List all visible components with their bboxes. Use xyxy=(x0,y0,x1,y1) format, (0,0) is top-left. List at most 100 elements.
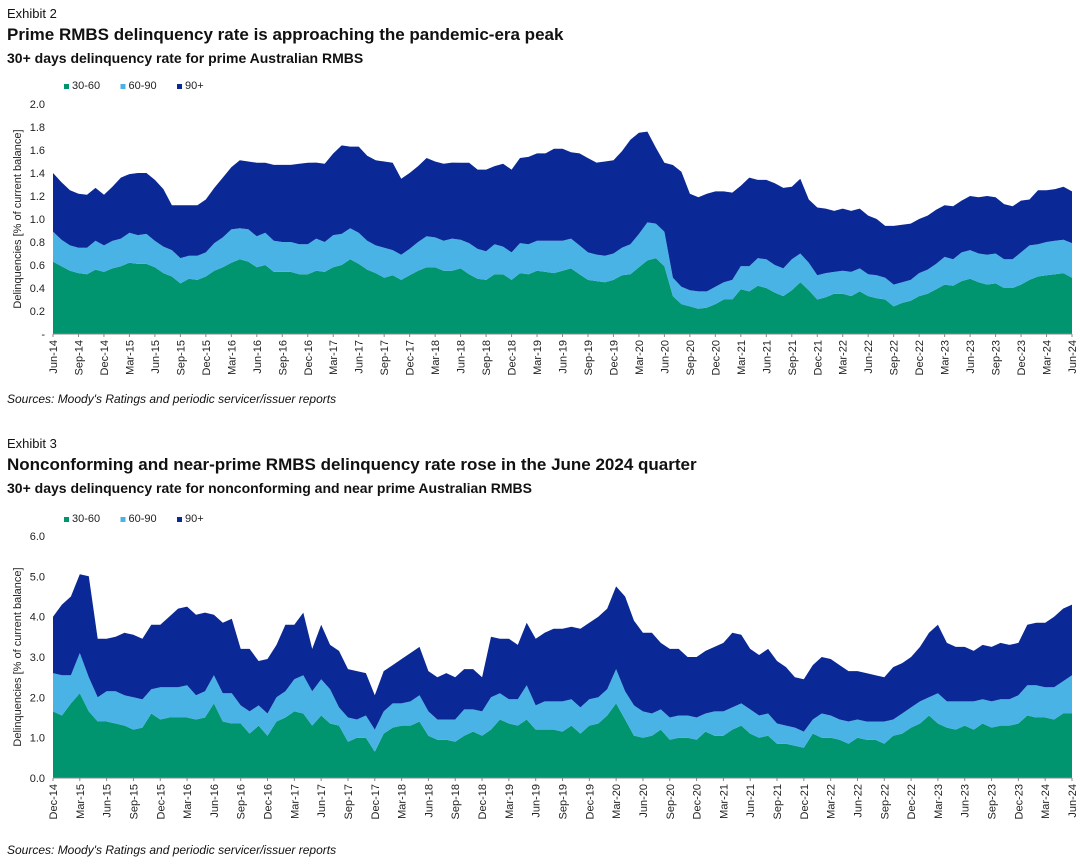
area-series-60-90 xyxy=(53,653,1072,752)
x-tick-label: Sep-16 xyxy=(277,340,289,375)
area-series-30-60 xyxy=(53,258,1072,334)
x-tick-label: Mar-17 xyxy=(289,784,301,819)
x-tick-label: Jun-18 xyxy=(456,340,468,374)
x-tick-label: Mar-20 xyxy=(611,784,623,819)
x-tick-label: Dec-19 xyxy=(584,784,596,819)
x-tick-label: Mar-22 xyxy=(826,784,838,819)
x-tick-label: Mar-24 xyxy=(1040,784,1052,819)
x-tick-label: Jun-17 xyxy=(316,784,328,818)
x-tick-label: Sep-23 xyxy=(987,784,999,819)
x-tick-label: Jun-18 xyxy=(423,784,435,818)
x-tick-label: Jun-22 xyxy=(852,784,864,818)
x-tick-label: Dec-16 xyxy=(263,784,275,819)
x-tick-label: Mar-17 xyxy=(328,340,340,375)
y-tick-label: 0.0 xyxy=(30,773,45,785)
y-tick-label: 0.2 xyxy=(30,306,45,318)
x-tick-label: Jun-21 xyxy=(745,784,757,818)
x-tick-label: Jun-16 xyxy=(209,784,221,818)
y-tick-label: 4.0 xyxy=(30,612,45,624)
x-tick-label: Dec-15 xyxy=(155,784,167,819)
x-tick-label: Dec-20 xyxy=(710,340,722,375)
x-tick-label: Jun-22 xyxy=(863,340,875,374)
x-tick-label: Jun-20 xyxy=(638,784,650,818)
y-tick-label: 6.0 xyxy=(30,531,45,543)
chart-title: Prime RMBS delinquency rate is approachi… xyxy=(7,25,564,44)
x-tick-label: Sep-15 xyxy=(175,340,187,375)
area-series-90+ xyxy=(53,574,1072,732)
legend-label: 90+ xyxy=(185,80,204,92)
y-tick-label: 2.0 xyxy=(30,99,45,111)
x-tick-label: Sep-19 xyxy=(558,784,570,819)
x-tick-label: Jun-23 xyxy=(965,340,977,374)
nonconforming-rmbs-chart: 0.0 1.0 2.0 3.0 4.0 5.0 6.0 Dec-14 Mar-15 Jun-15 S… xyxy=(12,513,1079,819)
x-tick-label: Mar-20 xyxy=(634,340,646,375)
y-tick-label: 1.0 xyxy=(30,214,45,226)
x-tick-label: Sep-20 xyxy=(665,784,677,819)
x-tick-label: Dec-20 xyxy=(692,784,704,819)
x-tick-label: Sep-17 xyxy=(343,784,355,819)
x-tick-label: Sep-15 xyxy=(128,784,140,819)
exhibit-2: Exhibit 2 Prime RMBS delinquency rate is… xyxy=(0,0,1089,420)
x-tick-label: Jun-20 xyxy=(659,340,671,374)
x-tick-label: Mar-18 xyxy=(430,340,442,375)
x-tick-label: Dec-14 xyxy=(48,784,60,819)
x-tick-label: Mar-22 xyxy=(838,340,850,375)
x-tick-label: Mar-21 xyxy=(718,784,730,819)
x-tick-label: Sep-22 xyxy=(879,784,891,819)
chart-subtitle: 30+ days delinquency rate for nonconform… xyxy=(7,480,532,496)
y-axis-label: Delinquencies [% of current balance] xyxy=(12,567,24,746)
y-tick-label: 1.0 xyxy=(30,733,45,745)
x-tick-label: Jun-19 xyxy=(558,340,570,374)
x-tick-label: Mar-19 xyxy=(532,340,544,375)
exhibit-label: Exhibit 3 xyxy=(7,436,57,451)
x-tick-label: Dec-19 xyxy=(608,340,620,375)
legend-label: 60-90 xyxy=(129,513,157,525)
x-tick-label: Jun-23 xyxy=(960,784,972,818)
x-tick-label: Mar-24 xyxy=(1042,340,1054,375)
legend-label: 60-90 xyxy=(129,80,157,92)
x-tick-label: Jun-21 xyxy=(761,340,773,374)
x-tick-label: Jun-19 xyxy=(531,784,543,818)
x-tick-label: Dec-17 xyxy=(405,340,417,375)
x-tick-label: Jun-14 xyxy=(48,340,60,374)
y-tick-label: 0.4 xyxy=(30,283,45,295)
x-tick-label: Dec-23 xyxy=(1016,340,1028,375)
x-tick-label: Mar-15 xyxy=(75,784,87,819)
x-tick-label: Jun-16 xyxy=(252,340,264,374)
chart-source: Sources: Moody's Ratings and periodic se… xyxy=(7,843,337,857)
legend-swatch-90+ xyxy=(177,517,182,522)
y-tick-label: 0.8 xyxy=(30,237,45,249)
legend-swatch-30-60 xyxy=(64,84,69,89)
x-tick-label: Jun-17 xyxy=(354,340,366,374)
legend-swatch-30-60 xyxy=(64,517,69,522)
y-tick-label: 1.4 xyxy=(30,168,45,180)
area-series-30-60 xyxy=(53,693,1072,778)
x-tick-label: Mar-21 xyxy=(736,340,748,375)
x-tick-label: Dec-21 xyxy=(799,784,811,819)
area-series-90+ xyxy=(53,131,1072,292)
x-tick-label: Jun-24 xyxy=(1067,784,1079,818)
legend-swatch-90+ xyxy=(177,84,182,89)
legend-label: 90+ xyxy=(185,513,204,525)
x-tick-label: Dec-16 xyxy=(303,340,315,375)
x-tick-label: Mar-23 xyxy=(933,784,945,819)
x-tick-label: Sep-18 xyxy=(481,340,493,375)
legend-label: 30-60 xyxy=(72,80,100,92)
x-tick-label: Sep-18 xyxy=(450,784,462,819)
prime-rmbs-chart: - 0.2 0.4 0.6 0.8 1.0 1.2 1.4 1.6 1.8 2.0 Jun-14 Sep… xyxy=(12,80,1079,375)
y-tick-label: 3.0 xyxy=(30,652,45,664)
x-tick-label: Mar-16 xyxy=(182,784,194,819)
x-tick-label: Sep-20 xyxy=(685,340,697,375)
y-axis-label: Delinquencies [% of current balance] xyxy=(12,129,24,308)
x-tick-label: Dec-17 xyxy=(370,784,382,819)
x-tick-label: Jun-15 xyxy=(102,784,114,818)
chart-title: Nonconforming and near-prime RMBS delinq… xyxy=(7,455,697,474)
x-tick-label: Sep-21 xyxy=(772,784,784,819)
x-tick-label: Sep-22 xyxy=(889,340,901,375)
area-series-60-90 xyxy=(53,222,1072,309)
legend-swatch-60-90 xyxy=(120,84,126,89)
x-tick-label: Mar-23 xyxy=(940,340,952,375)
x-tick-label: Dec-18 xyxy=(477,784,489,819)
y-tick-label: 0.6 xyxy=(30,260,45,272)
x-tick-label: Dec-15 xyxy=(201,340,213,375)
